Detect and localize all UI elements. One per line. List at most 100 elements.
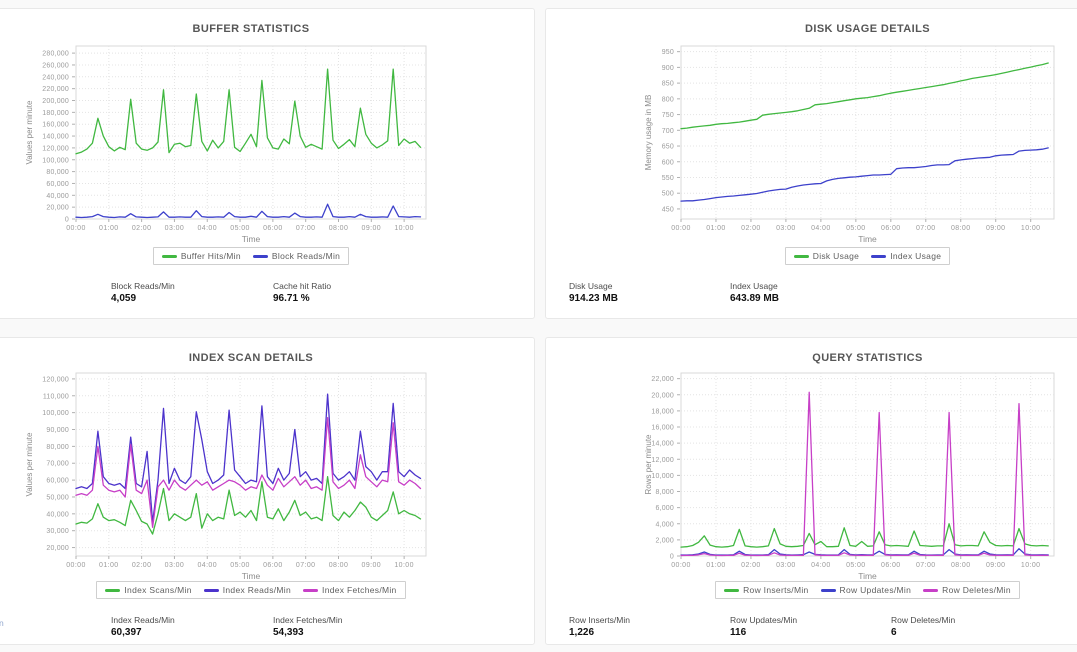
panel-query-statistics: QUERY STATISTICS 0 2,000 4,000 6,000 8,000 10… [545, 337, 1077, 645]
svg-text:850: 850 [662, 81, 674, 88]
svg-text:100,000: 100,000 [42, 410, 69, 417]
svg-text:90,000: 90,000 [46, 427, 69, 434]
svg-text:600: 600 [662, 159, 674, 166]
clipped-stat-fragment: n [0, 618, 4, 628]
svg-text:Time: Time [242, 234, 261, 244]
stat: Index Reads/Min 60,397 [111, 615, 175, 638]
stat-value: 1,226 [569, 627, 595, 638]
legend-box: Disk Usage Index Usage [784, 247, 951, 265]
svg-text:700: 700 [662, 128, 674, 135]
svg-text:03:00: 03:00 [165, 562, 185, 569]
svg-text:200,000: 200,000 [42, 98, 69, 105]
svg-text:03:00: 03:00 [165, 225, 185, 232]
svg-text:950: 950 [662, 49, 674, 56]
svg-text:05:00: 05:00 [230, 562, 250, 569]
stat-value: 4,059 [111, 293, 137, 304]
legend-label: Index Reads/Min [222, 585, 292, 595]
legend-swatch-icon [793, 254, 809, 258]
legend-box: Row Inserts/Min Row Updates/Min Row Delete… [715, 581, 1020, 599]
stat: Block Reads/Min 4,059 [111, 281, 175, 304]
svg-text:01:00: 01:00 [99, 562, 119, 569]
svg-text:140,000: 140,000 [42, 134, 69, 141]
svg-text:05:00: 05:00 [846, 562, 866, 569]
svg-text:Memory usage in MB: Memory usage in MB [644, 95, 653, 171]
svg-text:06:00: 06:00 [881, 225, 901, 232]
legend-item[interactable]: Index Usage [871, 251, 941, 261]
svg-text:04:00: 04:00 [811, 225, 831, 232]
legend-swatch-icon [724, 588, 740, 592]
legend-item[interactable]: Index Fetches/Min [303, 585, 397, 595]
svg-text:22,000: 22,000 [651, 376, 674, 383]
svg-text:60,000: 60,000 [46, 181, 69, 188]
legend-label: Index Fetches/Min [322, 585, 397, 595]
svg-text:260,000: 260,000 [42, 62, 69, 69]
legend-item[interactable]: Index Reads/Min [203, 585, 292, 595]
svg-text:650: 650 [662, 144, 674, 151]
stat-value: 643.89 MB [730, 293, 779, 304]
svg-text:05:00: 05:00 [230, 225, 250, 232]
svg-text:Rows per minute: Rows per minute [644, 434, 653, 495]
svg-text:08:00: 08:00 [329, 562, 349, 569]
svg-text:04:00: 04:00 [197, 225, 217, 232]
svg-text:8,000: 8,000 [655, 489, 674, 496]
buffer-statistics-line-chart[interactable]: 0 20,000 40,000 60,000 80,000 100,000 120,000 1… [0, 9, 536, 320]
svg-text:08:00: 08:00 [951, 225, 971, 232]
svg-text:04:00: 04:00 [811, 562, 831, 569]
stat-value: 96.71 % [273, 293, 310, 304]
stat-label: Index Reads/Min [111, 615, 175, 625]
svg-text:Values per minute: Values per minute [25, 100, 34, 164]
legend-item[interactable]: Disk Usage [793, 251, 860, 261]
svg-text:08:00: 08:00 [951, 562, 971, 569]
svg-text:00:00: 00:00 [671, 562, 691, 569]
stat-label: Row Deletes/Min [891, 615, 956, 625]
legend: Index Scans/Min Index Reads/Min Index Fetc… [76, 581, 426, 599]
legend-label: Index Usage [890, 251, 942, 261]
stat: Index Fetches/Min 54,393 [273, 615, 342, 638]
svg-text:14,000: 14,000 [651, 441, 674, 448]
svg-text:800: 800 [662, 96, 674, 103]
svg-text:10:00: 10:00 [1021, 225, 1041, 232]
svg-text:06:00: 06:00 [881, 562, 901, 569]
legend-item[interactable]: Row Inserts/Min [724, 585, 808, 595]
stat-value: 60,397 [111, 627, 142, 638]
legend-swatch-icon [161, 254, 177, 258]
svg-text:100,000: 100,000 [42, 157, 69, 164]
legend-item[interactable]: Buffer Hits/Min [161, 251, 241, 261]
legend-swatch-icon [203, 588, 219, 592]
disk-usage-line-chart[interactable]: 450 500 550 600 650 700 750 800 850 900 950 00:00 01… [546, 9, 1077, 320]
stat-value: 914.23 MB [569, 293, 618, 304]
svg-text:20,000: 20,000 [651, 392, 674, 399]
svg-text:07:00: 07:00 [916, 225, 936, 232]
chart-title: QUERY STATISTICS [812, 352, 923, 364]
legend-item[interactable]: Index Scans/Min [105, 585, 191, 595]
stat: Index Usage 643.89 MB [730, 281, 779, 304]
svg-text:06:00: 06:00 [263, 225, 283, 232]
svg-text:110,000: 110,000 [43, 393, 69, 400]
svg-text:03:00: 03:00 [776, 562, 796, 569]
stat-label: Index Usage [730, 281, 778, 291]
svg-text:40,000: 40,000 [46, 511, 69, 518]
svg-text:4,000: 4,000 [655, 521, 674, 528]
stat-label: Disk Usage [569, 281, 613, 291]
query-statistics-line-chart[interactable]: 0 2,000 4,000 6,000 8,000 10,000 12,000 14,000 1… [546, 338, 1077, 646]
legend-item[interactable]: Row Updates/Min [820, 585, 912, 595]
index-scan-line-chart[interactable]: 20,000 30,000 40,000 50,000 60,000 70,000 80,0… [0, 338, 536, 646]
stat-label: Row Inserts/Min [569, 615, 630, 625]
legend-label: Disk Usage [812, 251, 860, 261]
stat-value: 116 [730, 627, 747, 638]
legend-label: Row Updates/Min [839, 585, 912, 595]
svg-text:750: 750 [662, 112, 674, 119]
svg-text:280,000: 280,000 [42, 51, 69, 58]
legend-item[interactable]: Block Reads/Min [252, 251, 340, 261]
svg-text:70,000: 70,000 [46, 461, 69, 468]
legend-label: Index Scans/Min [124, 585, 192, 595]
svg-text:00:00: 00:00 [66, 225, 86, 232]
chart-title: BUFFER STATISTICS [192, 23, 310, 35]
stat-label: Index Fetches/Min [273, 615, 343, 625]
legend-item[interactable]: Row Deletes/Min [923, 585, 1011, 595]
stat: Row Deletes/Min 6 [891, 615, 955, 638]
svg-text:09:00: 09:00 [362, 562, 382, 569]
svg-text:08:00: 08:00 [329, 225, 349, 232]
svg-text:10:00: 10:00 [394, 562, 414, 569]
svg-text:160,000: 160,000 [42, 122, 69, 129]
